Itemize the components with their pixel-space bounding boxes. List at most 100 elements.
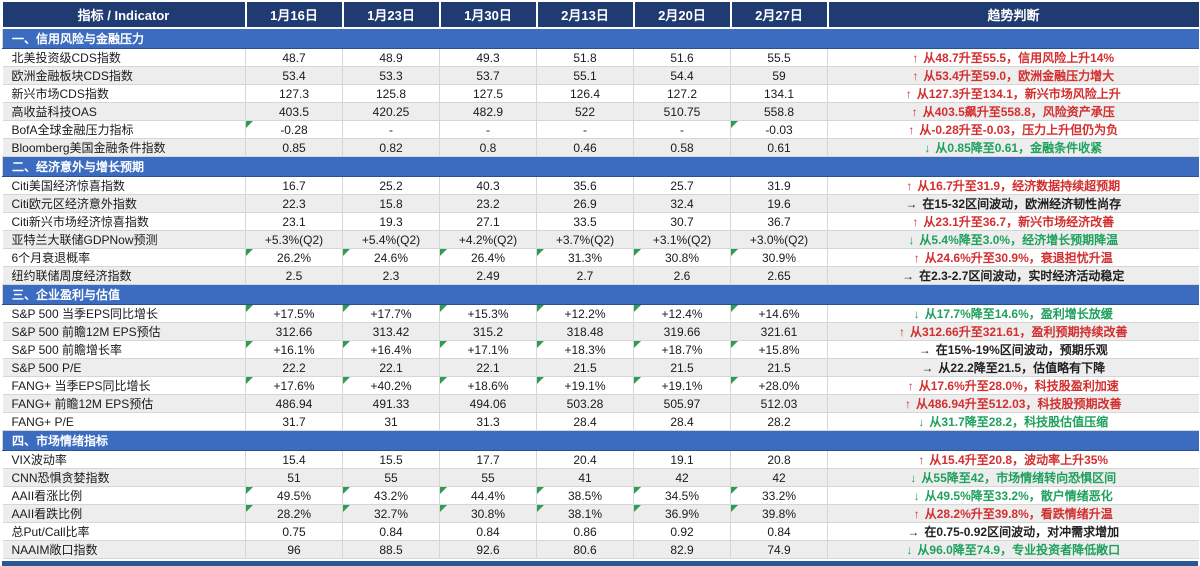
section-title: 四、市场情绪指标 [2, 430, 1199, 451]
value-cell: - [439, 120, 537, 139]
trend-text: 从55降至42，市场情绪转向恐惧区间 [921, 471, 1117, 485]
value-text: 420.25 [372, 104, 410, 119]
value-cell: 494.06 [439, 394, 537, 413]
date-column-header: 1月16日 [244, 2, 343, 29]
date-column-header: 2月27日 [729, 2, 828, 29]
value-text: +14.6% [758, 306, 800, 321]
value-text: 92.6 [476, 542, 500, 557]
trend-arrow-icon: ↑ [912, 215, 919, 229]
trend-arrow-icon: ↓ [906, 543, 913, 557]
value-cell: 0.84 [730, 522, 828, 541]
value-cell: 42 [633, 468, 731, 487]
value-text: +15.8% [758, 342, 800, 357]
row-label: CNN恐惧贪婪指数 [2, 468, 246, 487]
value-text: 125.8 [375, 86, 407, 101]
trend-arrow-icon: ↓ [908, 233, 915, 247]
value-text: -0.03 [765, 122, 793, 137]
trend-cell: ↓ 从49.5%降至33.2%，散户情绪恶化 [827, 486, 1199, 505]
trend-arrow-icon: ↓ [913, 489, 920, 503]
value-cell: +12.2% [536, 304, 634, 323]
table-row: S&P 500 前瞻12M EPS预估 312.66 313.42 315.2 318.… [2, 322, 1199, 341]
trend-arrow-icon: ↑ [906, 179, 913, 193]
value-text: -0.28 [280, 122, 308, 137]
value-text: 34.5% [664, 488, 700, 503]
cell-note-flag-icon [440, 377, 447, 384]
value-cell: +3.1%(Q2) [633, 230, 731, 249]
value-text: 21.5 [573, 360, 597, 375]
value-text: 26.9 [573, 196, 597, 211]
value-cell: 17.7 [439, 450, 537, 469]
value-cell: 0.84 [342, 522, 440, 541]
trend-text: 从312.66升至321.61，盈利预期持续改善 [910, 325, 1128, 339]
table-row: S&P 500 P/E 22.2 22.1 22.1 21.5 21.5 21.5 → 从22.… [2, 358, 1199, 377]
value-text: 312.66 [275, 324, 313, 339]
value-cell: +15.3% [439, 304, 537, 323]
value-cell: 38.5% [536, 486, 634, 505]
value-text: 48.9 [379, 50, 403, 65]
value-cell: 30.8% [439, 504, 537, 523]
value-cell: 503.28 [536, 394, 634, 413]
row-label: FANG+ P/E [2, 412, 246, 431]
value-cell: 48.7 [245, 48, 343, 67]
trend-text: 从0.85降至0.61，金融条件收紧 [935, 141, 1103, 155]
cell-note-flag-icon [440, 505, 447, 512]
value-text: 48.7 [282, 50, 306, 65]
table-row: AAII看跌比例 28.2% 32.7% 30.8% 38.1% 36.9% 39.8% ↑ 从… [2, 504, 1199, 523]
value-cell: +5.3%(Q2) [245, 230, 343, 249]
value-text: 28.2% [276, 506, 312, 521]
value-cell: 26.2% [245, 248, 343, 267]
value-text: 54.4 [670, 68, 694, 83]
value-text: 88.5 [379, 542, 403, 557]
value-cell: 82.9 [633, 540, 731, 559]
trend-cell: ↑ 从127.3升至134.1，新兴市场风险上升 [827, 84, 1199, 103]
trend-arrow-icon: ↓ [918, 415, 925, 429]
value-cell: 40.3 [439, 176, 537, 195]
value-text: 2.5 [285, 268, 303, 283]
value-cell: 32.4 [633, 194, 731, 213]
value-cell: +4.2%(Q2) [439, 230, 537, 249]
value-text: 51.6 [670, 50, 694, 65]
value-cell: 15.4 [245, 450, 343, 469]
trend-cell: ↑ 从24.6%升至30.9%，衰退担忧升温 [827, 248, 1199, 267]
value-cell: 31.9 [730, 176, 828, 195]
value-cell: 491.33 [342, 394, 440, 413]
trend-arrow-icon: ↑ [912, 51, 919, 65]
trend-arrow-icon: ↑ [913, 251, 920, 265]
table-row: 欧洲金融板块CDS指数 53.4 53.3 53.7 55.1 54.4 59 ↑ 从53.4升… [2, 66, 1199, 85]
value-text: 486.94 [275, 396, 313, 411]
value-cell: +16.4% [342, 340, 440, 359]
value-text: 59 [772, 68, 786, 83]
value-cell: 25.2 [342, 176, 440, 195]
cell-note-flag-icon [440, 341, 447, 348]
value-cell: 36.7 [730, 212, 828, 231]
value-cell: 2.5 [245, 266, 343, 285]
section-title: 三、企业盈利与估值 [2, 284, 1199, 305]
value-cell: 21.5 [730, 358, 828, 377]
value-cell: +40.2% [342, 376, 440, 395]
trend-text: 从48.7升至55.5，信用风险上升14% [923, 51, 1115, 65]
value-text: +3.0%(Q2) [749, 232, 809, 247]
value-cell: 35.6 [536, 176, 634, 195]
trend-text: 从-0.28升至-0.03，压力上升但仍为负 [919, 123, 1119, 137]
table-row: NAAIM敞口指数 96 88.5 92.6 80.6 82.9 74.9 ↓ 从96.0降至7… [2, 540, 1199, 559]
cell-note-flag-icon [731, 341, 738, 348]
value-cell: 512.03 [730, 394, 828, 413]
row-label: 北美投资级CDS指数 [2, 48, 246, 67]
value-text: - [680, 122, 684, 137]
value-text: +17.1% [467, 342, 509, 357]
value-text: 36.7 [767, 214, 791, 229]
value-cell: 127.2 [633, 84, 731, 103]
trend-cell: → 在2.3-2.7区间波动，实时经济活动稳定 [827, 266, 1199, 285]
value-cell: 51 [245, 468, 343, 487]
value-cell: 28.2% [245, 504, 343, 523]
trend-arrow-icon: ↑ [911, 105, 918, 119]
value-cell: +17.1% [439, 340, 537, 359]
value-text: 0.8 [479, 140, 497, 155]
value-text: +17.6% [273, 378, 315, 393]
value-cell: 19.1 [633, 450, 731, 469]
table-row: Citi新兴市场经济惊喜指数 23.1 19.3 27.1 33.5 30.7 36.7 ↑ 从… [2, 212, 1199, 231]
value-text: 22.3 [282, 196, 306, 211]
section-title: 二、经济意外与增长预期 [2, 156, 1199, 177]
table-row: FANG+ 当季EPS同比增长 +17.6% +40.2% +18.6% +19.1% +… [2, 376, 1199, 395]
